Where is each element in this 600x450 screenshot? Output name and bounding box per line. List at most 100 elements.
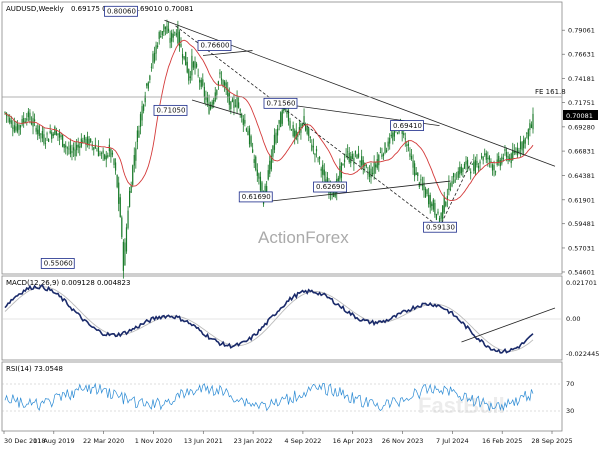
candle-body [309,136,311,139]
candle-body [161,30,163,36]
candle-body [367,173,369,175]
candle-body [57,133,59,136]
annotation-box [104,5,138,17]
candle-body [205,97,207,100]
candle-body [132,165,134,185]
rsi-tick-label: 70 [566,380,574,388]
candle-body [493,165,495,171]
candle-body [368,171,371,177]
annotation-label: 0.61690 [242,193,271,201]
candle-body [484,153,486,155]
candle-body [378,155,380,166]
annotation-label: 0.80060 [107,8,136,16]
candle-body [440,212,442,219]
candle-body [234,105,237,107]
x-tick-label: 1 Nov 2020 [135,437,173,445]
candle-body [79,146,81,148]
annotation-label: 0.69410 [393,122,422,130]
candle-body [424,188,427,198]
candle-body [248,128,251,145]
x-tick-label: 30 Dec 2018 [4,437,46,445]
candle-body [233,99,235,108]
candle-body [404,138,406,140]
candle-body [24,121,26,123]
candle-body [501,156,503,164]
candle-body [505,152,508,158]
candle-body [230,101,232,110]
candle-body [290,129,293,130]
annotation-box [423,221,457,233]
candle-body [485,153,487,160]
candle-body [306,127,308,134]
x-tick-label: 22 Mar 2020 [83,437,124,445]
x-tick-label: 28 Sep 2025 [531,437,572,445]
annotation-label: 0.62690 [316,183,345,191]
moving-average-line [4,39,534,202]
candle-body [294,130,296,137]
candle-body [178,31,181,47]
candle-body [289,120,291,129]
macd-main-line [4,284,534,354]
candle-body [362,160,364,168]
candle-body [104,154,106,160]
x-tick-label: 11 Aug 2019 [33,437,75,445]
candle-body [353,158,355,165]
symbol-header: AUDUSD,Weekly [6,5,64,13]
candle-body [529,123,531,131]
annotation-box [40,258,75,269]
candle-body [146,83,148,86]
y-tick-label: 0.66831 [568,148,595,156]
candle-body [99,153,101,155]
candle-body [270,155,272,170]
candle-body [23,118,25,123]
macd-signal-line [4,286,534,352]
candle-body [219,72,221,75]
candle-body [239,109,241,112]
candle-body [127,210,129,228]
candle-body [37,129,39,135]
candle-body [130,185,132,193]
candle-body [414,163,416,177]
candle-body [252,149,254,153]
candle-body [51,132,53,139]
candle-body [351,153,353,159]
annotation-label: 0.71560 [267,100,296,108]
candle-body [12,127,14,129]
candle-body [203,86,205,97]
candle-body [96,150,98,152]
y-tick-label: 0.59481 [568,220,595,228]
candle-body [401,129,403,135]
candle-body [275,132,277,144]
candle-body [18,125,20,130]
candle-body [222,79,224,87]
annotation-box [390,120,424,131]
candle-body [110,148,112,158]
candle-body [172,33,174,38]
candle-body [471,163,473,165]
candle-body [167,28,170,32]
candle-body [58,131,61,138]
candle-body [29,112,31,120]
candle-body [194,61,196,69]
candle-body [456,179,458,180]
candle-body [438,218,441,224]
candle-body [339,165,341,180]
candle-body [479,161,481,164]
candle-body [342,163,344,166]
candle-body [319,157,321,159]
candle-body [278,120,280,124]
rsi-panel [1,361,563,432]
macd-header: MACD(12,26,9) 0.009128 0.004823 [6,279,130,287]
candle-body [21,119,23,125]
candle-body [519,141,522,150]
annotation-label: 0.59130 [426,223,455,231]
candle-body [189,76,191,78]
candle-body [266,186,268,194]
candle-body [10,120,12,124]
candle-body [490,161,492,163]
candle-body [152,53,154,63]
candle-body [429,195,431,208]
candle-body [114,162,117,171]
candle-body [426,189,428,194]
